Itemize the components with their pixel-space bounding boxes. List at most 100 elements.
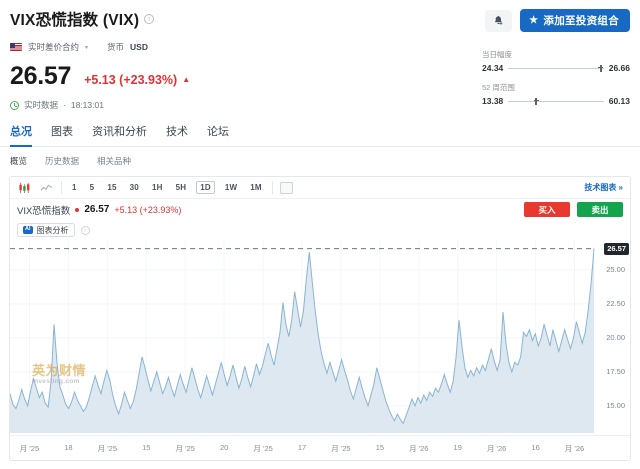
range-panel: 当日幅度 24.34 26.66 52 周范围 13.38 60.13 <box>482 49 630 115</box>
x-axis-labels: 月 '25 18 月 '25 15 月 '25 20 月 '25 17 月 '25 15 月 '26… <box>10 435 630 460</box>
subtab-related-instruments[interactable]: 相关品种 <box>97 156 132 166</box>
week52-range-track <box>508 97 604 105</box>
x-axis-tick: 月 '25 <box>175 444 195 453</box>
timeframe-1h[interactable]: 1H <box>151 183 163 192</box>
day-range-label: 当日幅度 <box>482 50 512 59</box>
ai-badge: AI <box>23 226 33 234</box>
price-change-value: +5.13 (+23.93%) <box>84 73 178 87</box>
y-axis-tick: 17.50 <box>606 366 625 376</box>
price-row: 26.57 +5.13 (+23.93%) ▲ <box>10 62 630 91</box>
tab-charts[interactable]: 图表 <box>51 126 73 138</box>
week52-range-line: 13.38 60.13 <box>482 96 630 106</box>
x-axis-tick: 15 <box>375 443 385 452</box>
title-wrap: VIX恐慌指数 (VIX) i <box>10 8 155 30</box>
x-axis-tick: 18 <box>64 443 73 452</box>
x-axis-tick: 月 '25 <box>97 444 118 453</box>
subtab-historical-data[interactable]: 历史数据 <box>45 156 80 166</box>
chart-quote-row: VIX恐慌指数 26.57 +5.13 (+23.93%) 买入 卖出 <box>10 199 630 220</box>
red-dot-icon <box>75 207 80 212</box>
sell-button[interactable]: 卖出 <box>577 202 623 217</box>
timeframe-1w[interactable]: 1W <box>224 183 238 192</box>
timeframe-1[interactable]: 1 <box>72 183 77 192</box>
buy-button[interactable]: 买入 <box>524 202 570 217</box>
x-axis-tick: 月 '26 <box>409 444 429 453</box>
day-range-high: 26.66 <box>608 63 630 73</box>
header-top-row: VIX恐慌指数 (VIX) i ★ 添加至投资组合 <box>10 8 630 32</box>
day-range-line: 24.34 26.66 <box>482 63 630 73</box>
chart-analysis-row: AI 图表分析 i <box>10 220 630 240</box>
x-axis-tick: 17 <box>297 443 307 452</box>
y-axis-tick: 25.00 <box>606 264 625 274</box>
price-change: +5.13 (+23.93%) ▲ <box>84 73 190 87</box>
sub-tabs: 概览 历史数据 相关品种 <box>0 147 640 167</box>
realtime-status: 实时数据 · 18:13:01 <box>10 99 630 111</box>
day-range-track <box>508 64 604 72</box>
timeframe-1d[interactable]: 1D <box>196 181 215 194</box>
page-header: VIX恐慌指数 (VIX) i ★ 添加至投资组合 实时差价 <box>0 0 640 111</box>
header-actions: ★ 添加至投资组合 <box>485 8 630 32</box>
price-chart[interactable] <box>10 240 630 433</box>
trade-buttons: 买入 卖出 <box>524 202 623 217</box>
day-range: 当日幅度 24.34 26.66 <box>482 49 630 73</box>
chart-panel: 1 5 15 30 1H 5H 1D 1W 1M 技术图表 » VIX恐慌指数 … <box>9 176 631 461</box>
x-axis-tick: 月 '25 <box>253 444 273 453</box>
timeframe-30[interactable]: 30 <box>129 183 139 192</box>
last-price: 26.57 <box>10 62 72 90</box>
y-axis-tick: 20.00 <box>606 332 625 342</box>
tab-forum[interactable]: 论坛 <box>207 126 229 138</box>
calendar-icon[interactable] <box>279 181 293 194</box>
instrument-type: 实时差价合约 <box>28 42 80 52</box>
add-to-portfolio-button[interactable]: ★ 添加至投资组合 <box>520 9 630 32</box>
subtab-overview[interactable]: 概览 <box>10 156 28 166</box>
clock-icon <box>10 100 19 110</box>
x-axis-tick: 月 '25 <box>331 444 351 453</box>
chart-analysis-button[interactable]: AI 图表分析 <box>17 223 75 237</box>
currency-value: USD <box>130 42 148 52</box>
star-icon: ★ <box>529 14 539 26</box>
x-axis-tick: 月 '26 <box>486 444 507 453</box>
day-range-knob <box>598 64 604 72</box>
tab-overview[interactable]: 总况 <box>10 123 32 147</box>
timeframe-5h[interactable]: 5H <box>175 183 187 192</box>
info-icon[interactable]: i <box>80 225 90 235</box>
tech-chart-link[interactable]: 技术图表 » <box>584 183 623 192</box>
us-flag-icon <box>10 43 22 51</box>
page-title: VIX恐慌指数 (VIX) <box>10 12 140 29</box>
x-axis-tick: 20 <box>219 443 229 452</box>
candlestick-icon[interactable] <box>17 181 32 195</box>
chart-symbol: VIX恐慌指数 <box>17 205 71 217</box>
timeframe-15[interactable]: 15 <box>107 183 117 192</box>
chart-last-price: 26.57 <box>84 204 110 215</box>
week52-range-knob <box>533 97 539 105</box>
chart-line <box>10 249 594 424</box>
week52-range-label: 52 周范围 <box>482 83 515 92</box>
tab-technical[interactable]: 技术 <box>166 126 188 138</box>
x-axis-tick: 15 <box>142 443 151 452</box>
dot-separator: · <box>63 100 66 110</box>
y-axis-tick: 22.50 <box>606 298 625 308</box>
currency-label: 货币 <box>107 42 125 52</box>
instrument-meta: 实时差价合约 ▾ 货币 USD <box>10 41 630 53</box>
add-alert-icon[interactable] <box>485 9 513 32</box>
main-tabs: 总况 图表 资讯和分析 技术 论坛 <box>0 123 640 147</box>
x-axis-tick: 月 '26 <box>564 444 585 453</box>
x-axis-tick: 月 '25 <box>19 444 40 453</box>
y-axis-labels: 15.00 17.50 20.00 22.50 25.00 <box>592 240 628 433</box>
chart-change: +5.13 (+23.93%) <box>114 204 182 215</box>
chart-area[interactable]: 15.00 17.50 20.00 22.50 25.00 26.57 英为财情 Inv… <box>10 240 630 460</box>
chart-toolbar: 1 5 15 30 1H 5H 1D 1W 1M 技术图表 » <box>10 177 630 199</box>
timeframe-1m[interactable]: 1M <box>250 183 262 192</box>
chevron-down-icon[interactable]: ▾ <box>85 44 89 51</box>
triangle-up-icon: ▲ <box>182 75 191 84</box>
chart-analysis-label: 图表分析 <box>36 225 69 235</box>
timeframe-5[interactable]: 5 <box>89 183 95 192</box>
add-to-portfolio-label: 添加至投资组合 <box>543 15 619 27</box>
week52-range: 52 周范围 13.38 60.13 <box>482 82 630 106</box>
line-chart-icon[interactable] <box>39 181 54 195</box>
tab-news-analysis[interactable]: 资讯和分析 <box>92 126 147 138</box>
info-icon[interactable]: i <box>144 14 155 24</box>
timestamp: 18:13:01 <box>70 100 104 110</box>
realtime-label: 实时数据 <box>24 100 59 110</box>
y-axis-tick: 15.00 <box>606 400 625 410</box>
